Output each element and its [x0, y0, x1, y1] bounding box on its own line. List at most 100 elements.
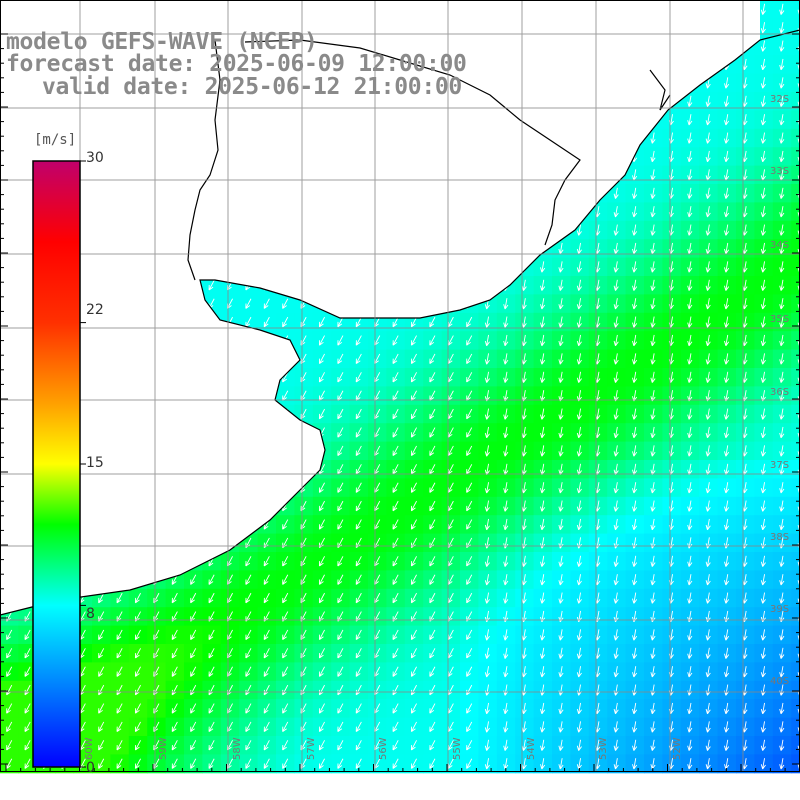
wind-arrow	[392, 372, 399, 383]
wind-cell	[791, 478, 800, 498]
wind-arrow	[650, 224, 656, 236]
wind-arrow	[134, 721, 141, 733]
wind-arrow	[245, 574, 252, 585]
latitude-label: 37S	[770, 460, 789, 471]
wind-arrow	[558, 739, 564, 751]
wind-arrow	[282, 758, 289, 769]
wind-cell	[791, 515, 800, 535]
wind-arrow	[190, 592, 197, 604]
wind-arrow	[760, 702, 766, 715]
wind-arrow	[760, 150, 766, 163]
wind-cell	[791, 0, 800, 19]
wind-cell	[791, 368, 800, 387]
wind-arrow	[613, 758, 619, 770]
wind-arrow	[632, 408, 638, 420]
wind-arrow	[410, 500, 417, 512]
wind-arrow	[613, 261, 619, 273]
wind-arrow	[613, 518, 619, 531]
wind-arrow	[245, 740, 252, 751]
wind-arrow	[24, 648, 31, 659]
wind-arrow	[760, 77, 766, 89]
wind-arrow	[650, 592, 656, 604]
wind-arrow	[484, 647, 490, 659]
wind-arrow	[116, 740, 123, 751]
wind-arrow	[355, 629, 362, 641]
wind-arrow	[613, 500, 619, 512]
wind-arrow	[503, 721, 509, 733]
wind-arrow	[318, 335, 325, 346]
wind-arrow	[318, 353, 325, 365]
wind-arrow	[282, 648, 289, 659]
wind-arrow	[705, 279, 711, 291]
wind-arrow	[245, 648, 252, 659]
wind-arrow	[558, 334, 564, 347]
wind-arrow	[410, 666, 417, 677]
wind-arrow	[540, 629, 546, 641]
wind-arrow	[503, 647, 509, 659]
wind-arrow	[705, 647, 711, 659]
wind-arrow	[355, 353, 362, 365]
wind-arrow	[429, 574, 436, 585]
wind-arrow	[208, 574, 215, 585]
wind-arrow	[558, 758, 564, 770]
wind-arrow	[410, 316, 417, 328]
wind-arrow	[134, 666, 141, 677]
longitude-label: 58W	[232, 737, 243, 760]
wind-arrow	[724, 150, 730, 163]
wind-arrow	[116, 721, 123, 733]
wind-arrow	[687, 426, 693, 439]
wind-arrow	[779, 58, 785, 71]
wind-arrow	[760, 574, 766, 586]
wind-arrow	[6, 740, 13, 751]
wind-cell	[791, 699, 800, 719]
wind-arrow	[429, 666, 436, 677]
wind-cell	[791, 736, 800, 755]
wind-arrow	[337, 335, 344, 346]
wind-arrow	[705, 298, 711, 310]
wind-arrow	[687, 592, 693, 604]
wind-arrow	[760, 242, 766, 255]
forecast-date: forecast date: 2025-06-09 12:00:00	[6, 51, 467, 77]
wind-arrow	[337, 353, 344, 365]
wind-arrow	[779, 574, 785, 586]
wind-cell	[791, 239, 800, 259]
wind-arrow	[484, 408, 490, 420]
wind-arrow	[392, 648, 399, 659]
wind-arrow	[98, 740, 105, 751]
wind-arrow	[24, 758, 31, 769]
wind-arrow	[503, 482, 509, 494]
wind-arrow	[724, 298, 730, 310]
wind-arrow	[392, 666, 399, 677]
wind-arrow	[724, 114, 730, 126]
wind-arrow	[650, 206, 656, 218]
wind-arrow	[282, 629, 289, 641]
wind-arrow	[318, 316, 325, 328]
wind-arrow	[466, 335, 473, 346]
wind-arrow	[134, 648, 141, 659]
wind-arrow	[632, 426, 638, 439]
wind-arrow	[613, 353, 619, 365]
wind-arrow	[724, 316, 730, 328]
wind-arrow	[687, 150, 693, 163]
wind-arrow	[355, 592, 362, 604]
wind-arrow	[484, 353, 490, 365]
wind-arrow	[760, 298, 766, 310]
wind-arrow	[724, 721, 730, 733]
wind-arrow	[503, 702, 509, 715]
wind-arrow	[24, 703, 31, 714]
wind-arrow	[724, 371, 730, 383]
wind-arrow	[392, 740, 399, 751]
wind-arrow	[410, 335, 417, 346]
wind-arrow	[318, 721, 325, 733]
wind-arrow	[779, 3, 785, 15]
wind-arrow	[760, 58, 766, 71]
wind-arrow	[558, 702, 564, 715]
wind-cell	[791, 570, 800, 590]
wind-arrow	[687, 187, 693, 199]
wind-arrow	[576, 224, 582, 236]
wind-arrow	[24, 740, 31, 751]
wind-arrow	[337, 427, 344, 438]
wind-arrow	[503, 555, 509, 567]
wind-arrow	[134, 592, 141, 604]
wind-arrow	[410, 758, 417, 769]
